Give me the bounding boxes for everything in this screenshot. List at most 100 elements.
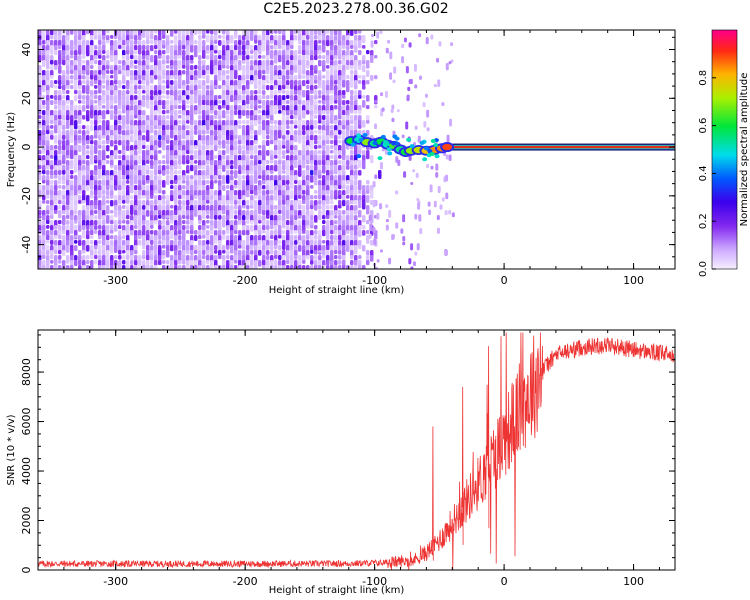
heatmap-cell: [262, 125, 266, 132]
heatmap-cell: [294, 75, 298, 81]
heatmap-cell: [413, 63, 417, 72]
heatmap-cell: [354, 110, 358, 115]
heatmap-cell: [174, 235, 178, 241]
heatmap-cell: [54, 200, 58, 204]
heatmap-cell: [98, 220, 102, 226]
heatmap-cell: [58, 45, 62, 50]
heatmap-cell: [38, 210, 42, 216]
heatmap-cell: [42, 155, 46, 162]
heatmap-cell: [238, 120, 242, 125]
heatmap-cell: [82, 50, 86, 55]
heatmap-cell: [262, 225, 266, 231]
heatmap-cell: [174, 145, 178, 151]
heatmap-cell: [246, 150, 250, 155]
heatmap-cell: [178, 215, 182, 222]
heatmap-cell: [82, 250, 86, 254]
heatmap-cell: [262, 210, 266, 216]
heatmap-cell: [90, 160, 94, 165]
heatmap-cell: [230, 60, 234, 66]
colorbar-swatch: [712, 33, 737, 37]
heatmap-cell: [322, 120, 326, 127]
heatmap-cell: [94, 80, 98, 85]
heatmap-cell: [138, 235, 142, 240]
colorbar-swatch: [712, 55, 737, 59]
snr-frame: [37, 329, 676, 571]
heatmap-cell: [202, 165, 206, 170]
heatmap-cell: [274, 45, 278, 50]
heatmap-cell: [334, 145, 338, 151]
heatmap-cell: [106, 95, 110, 102]
heatmap-cell: [130, 55, 134, 60]
heatmap-cell: [302, 240, 306, 246]
colorbar-swatch: [712, 147, 737, 151]
heatmap-cell: [314, 140, 318, 145]
heatmap-cell: [403, 171, 407, 178]
colorbar-swatch: [712, 149, 737, 153]
heatmap-cell: [318, 195, 322, 200]
colorbar-swatch: [712, 179, 737, 182]
heatmap-cell: [354, 210, 358, 215]
heatmap-cell: [310, 215, 314, 221]
heatmap-cell: [230, 210, 234, 220]
heatmap-cell: [334, 80, 338, 85]
heatmap-cell: [334, 55, 338, 60]
colorbar-swatch: [712, 141, 737, 145]
colorbar-swatch: [712, 135, 737, 139]
heatmap-cell: [302, 170, 306, 176]
heatmap-cell: [234, 205, 238, 210]
colorbar-swatch: [712, 67, 737, 71]
heatmap-cell: [158, 230, 162, 236]
heatmap-cell: [258, 260, 262, 267]
heatmap-cell: [70, 195, 74, 201]
heatmap-cell: [230, 85, 234, 91]
heatmap-cell: [142, 250, 146, 257]
heatmap-cell: [94, 45, 98, 50]
heatmap-cell: [334, 245, 338, 252]
heatmap-cell: [350, 65, 354, 70]
heatmap-cell: [54, 145, 58, 150]
heatmap-cell: [354, 150, 358, 157]
heatmap-cell: [334, 100, 338, 104]
heatmap-cell: [162, 140, 166, 146]
heatmap-cell: [318, 265, 322, 269]
heatmap-cell: [286, 255, 290, 261]
colorbar-swatch: [712, 115, 737, 119]
heatmap-cell: [90, 80, 94, 87]
heatmap-cell: [138, 125, 142, 131]
heatmap-cell: [302, 40, 306, 47]
heatmap-cell: [290, 85, 294, 90]
colorbar-swatch: [712, 65, 737, 69]
heatmap-cell: [38, 215, 42, 219]
heatmap-cell: [38, 265, 42, 269]
heatmap-cell: [358, 200, 362, 209]
heatmap-cell: [322, 85, 326, 91]
heatmap-cell: [206, 235, 210, 242]
heatmap-cell: [82, 35, 86, 41]
heatmap-cell: [174, 185, 178, 192]
colorbar-swatch: [712, 35, 737, 39]
heatmap-cell: [194, 30, 198, 35]
heatmap-cell: [242, 210, 246, 216]
heatmap-cell: [381, 148, 385, 152]
heatmap-cell: [62, 145, 66, 151]
heatmap-cell: [314, 195, 318, 200]
heatmap-cell: [373, 238, 377, 246]
heatmap-cell: [150, 265, 154, 269]
heatmap-cell: [350, 30, 354, 37]
heatmap-cell: [270, 30, 274, 35]
heatmap-cell: [130, 135, 134, 143]
heatmap-cell: [106, 235, 110, 241]
heatmap-cell: [130, 155, 134, 162]
heatmap-cell: [182, 175, 186, 180]
heatmap-cell: [154, 145, 158, 151]
heatmap-cell: [190, 125, 194, 132]
heatmap-cell: [282, 260, 286, 267]
heatmap-cell: [210, 265, 214, 269]
heatmap-cell: [178, 260, 182, 265]
heatmap-cell: [74, 90, 78, 95]
heatmap-cell: [354, 95, 358, 101]
heatmap-cell: [74, 95, 78, 102]
heatmap-cell: [250, 55, 254, 60]
heatmap-cell: [370, 40, 374, 48]
heatmap-cell: [254, 145, 258, 151]
